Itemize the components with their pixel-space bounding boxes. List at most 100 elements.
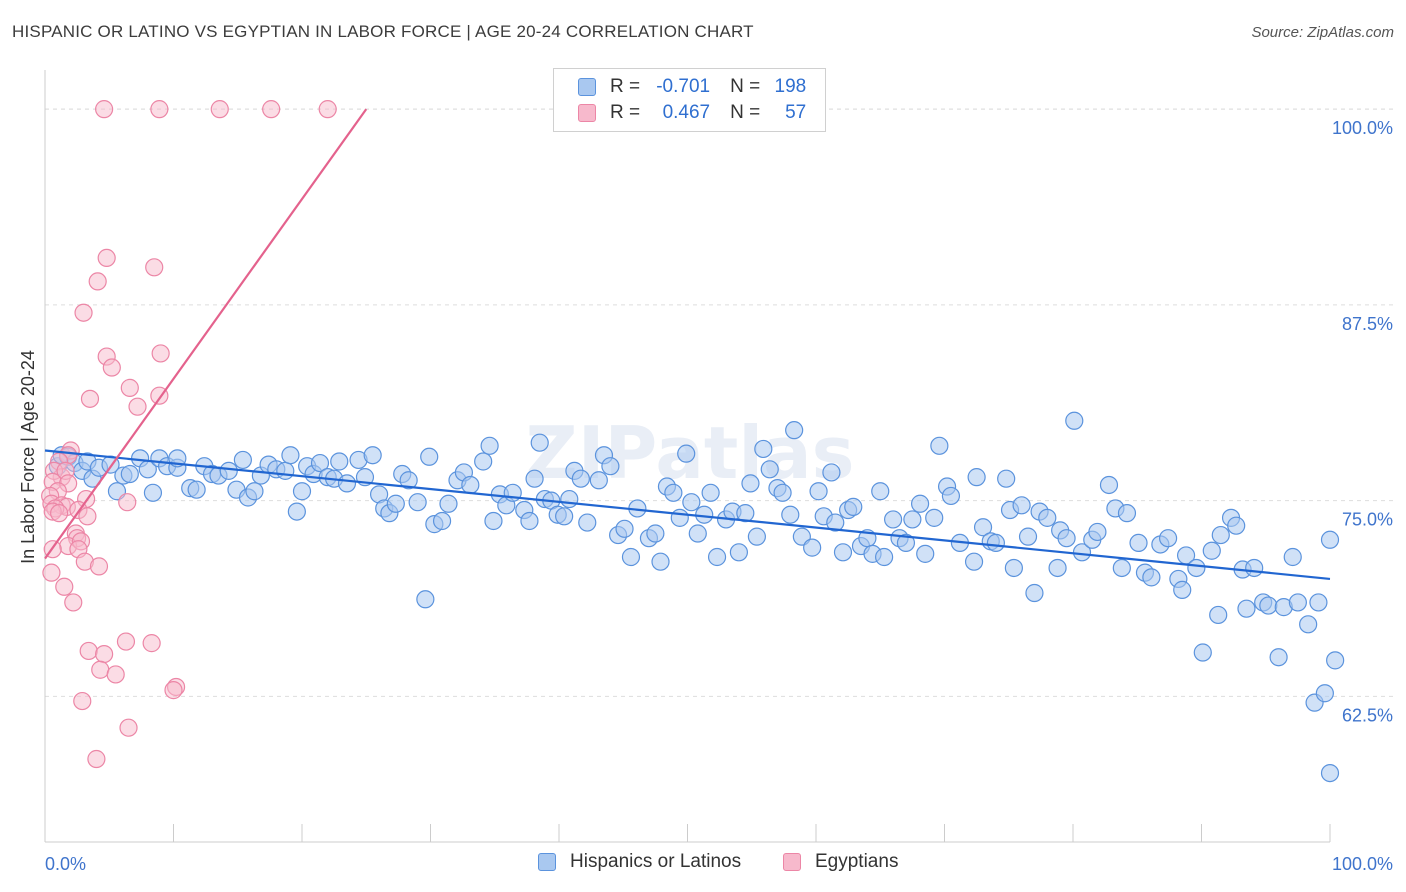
hispanic-point — [688, 524, 707, 543]
egyptian-point — [89, 557, 109, 576]
hispanic-point — [1299, 615, 1318, 634]
y-tick-label: 87.5% — [1342, 314, 1393, 334]
hispanic-point — [1173, 580, 1192, 599]
hispanic-point — [281, 446, 300, 465]
hispanic-point — [363, 446, 382, 465]
hispanic-point — [1259, 596, 1278, 615]
hispanic-point — [1227, 516, 1246, 535]
hispanic-point — [844, 497, 863, 516]
hispanic-point — [1038, 508, 1057, 527]
hispanic-point — [651, 552, 670, 571]
hispanic-point — [143, 483, 163, 502]
legend-r-label: R = — [610, 102, 641, 123]
legend-row-hispanics: R = -0.701 N = 198 — [578, 74, 806, 100]
hispanic-point — [1129, 533, 1148, 553]
egyptian-point — [87, 749, 106, 769]
hispanic-point — [1326, 651, 1345, 670]
hispanic-point — [187, 480, 206, 499]
hispanic-point — [555, 507, 574, 526]
hispanic-point — [1057, 529, 1076, 548]
hispanic-point — [670, 508, 689, 527]
legend-n-label: N = — [730, 76, 761, 97]
egyptian-point — [97, 248, 116, 268]
egyptian-point — [42, 563, 61, 582]
hispanic-point — [1211, 525, 1230, 545]
hispanic-point — [785, 421, 804, 440]
hispanic-point — [1245, 558, 1264, 578]
egyptian-point — [64, 593, 83, 612]
hispanic-point — [1112, 558, 1131, 578]
hispanic-point — [484, 511, 503, 531]
hispanic-point — [1209, 605, 1228, 625]
egyptian-point — [118, 493, 137, 512]
hispanic-point — [416, 590, 435, 609]
hispanic-point — [330, 452, 349, 471]
egyptian-point — [128, 397, 147, 416]
hispanic-point — [707, 547, 727, 567]
hispanic-point — [578, 513, 597, 532]
legend-r-value: -0.701 — [656, 76, 711, 97]
legend-r-label: R = — [610, 76, 641, 97]
hispanic-point — [871, 482, 890, 501]
legend-n-label: N = — [730, 102, 761, 123]
hispanic-point — [408, 493, 427, 512]
hispanic-point — [760, 460, 779, 479]
hispanic-point — [386, 494, 405, 513]
egyptian-point — [164, 681, 183, 700]
hispanic-point — [337, 474, 357, 493]
hispanic-point — [822, 463, 841, 482]
hispanic-point — [1320, 530, 1340, 549]
hispanic-point — [1202, 541, 1221, 560]
trend-layer — [44, 108, 1331, 581]
hispanic-point — [925, 508, 944, 527]
hispanic-point — [973, 518, 993, 537]
hispanic-point — [1099, 475, 1119, 495]
hispanic-point — [1193, 643, 1212, 662]
hispanic-point — [571, 469, 590, 488]
hispanic-point — [896, 533, 916, 553]
x-tick-label-min: 0.0% — [45, 854, 86, 874]
bottom-legend-swatch-blue — [538, 853, 556, 871]
egyptian-point — [55, 577, 74, 596]
y-tick-label: 75.0% — [1342, 510, 1393, 530]
egyptian-point — [102, 358, 121, 377]
hispanic-point — [986, 533, 1006, 553]
hispanic-point — [741, 474, 760, 493]
legend-row-egyptians: R = 0.467 N = 57 — [578, 100, 806, 126]
hispanic-point — [1237, 599, 1256, 618]
hispanic-point — [809, 482, 828, 501]
y-tick-label: 62.5% — [1342, 705, 1393, 725]
hispanic-point — [910, 494, 930, 513]
legend-swatch-pink — [578, 104, 596, 122]
bottom-legend-label: Egyptians — [815, 851, 899, 872]
legend-n-value: 57 — [785, 102, 807, 123]
hispanic-point — [677, 444, 696, 463]
egyptian-point — [318, 100, 337, 119]
hispanic-point — [1004, 558, 1023, 578]
hispanic-point — [964, 552, 984, 571]
hispanic-point — [219, 461, 238, 480]
egyptian-point — [116, 632, 136, 651]
hispanic-point — [875, 547, 894, 567]
hispanic-point — [1288, 593, 1307, 612]
legend-n-value: 198 — [774, 76, 807, 97]
hispanic-trendline — [44, 449, 1331, 581]
egyptian-point — [95, 100, 114, 119]
hispanic-point — [1269, 648, 1288, 667]
correlation-legend: R = -0.701 N = 198 R = 0.467 N = 57 — [553, 68, 826, 132]
egyptian-point — [80, 389, 100, 408]
hispanic-point — [245, 482, 264, 501]
hispanic-point — [1315, 684, 1334, 703]
bottom-legend-swatch-pink — [783, 853, 801, 871]
hispanic-point — [560, 489, 579, 509]
label-layer: 62.5% 75.0% 87.5% 100.0% 0.0% 100.0% In Labor … — [18, 118, 1393, 874]
hispanic-point — [1065, 411, 1084, 430]
hispanic-point — [120, 464, 139, 484]
hispanic-point — [930, 436, 949, 455]
hispanic-point — [589, 471, 608, 490]
hispanic-point — [1048, 558, 1067, 578]
hispanic-point — [1088, 522, 1107, 542]
axis-layer — [44, 70, 1331, 843]
egyptian-point — [79, 641, 98, 661]
